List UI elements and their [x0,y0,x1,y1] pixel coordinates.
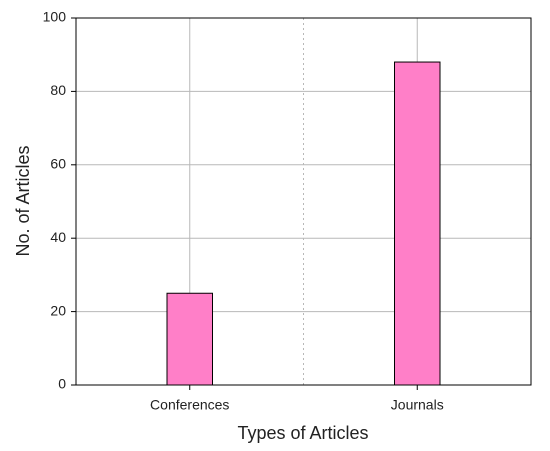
x-tick-label: Journals [391,397,444,413]
y-tick-label: 40 [50,229,66,245]
bar [394,61,441,386]
x-tick-label: Conferences [150,397,229,413]
y-tick-label: 0 [58,376,66,392]
bar [166,292,213,386]
y-tick-label: 20 [50,302,66,318]
y-tick-label: 60 [50,156,66,172]
y-tick-label: 80 [50,82,66,98]
y-axis-title: No. of Articles [13,145,33,256]
plot-frame [75,17,532,386]
x-axis-title: Types of Articles [237,423,368,443]
y-tick-label: 100 [43,9,67,25]
